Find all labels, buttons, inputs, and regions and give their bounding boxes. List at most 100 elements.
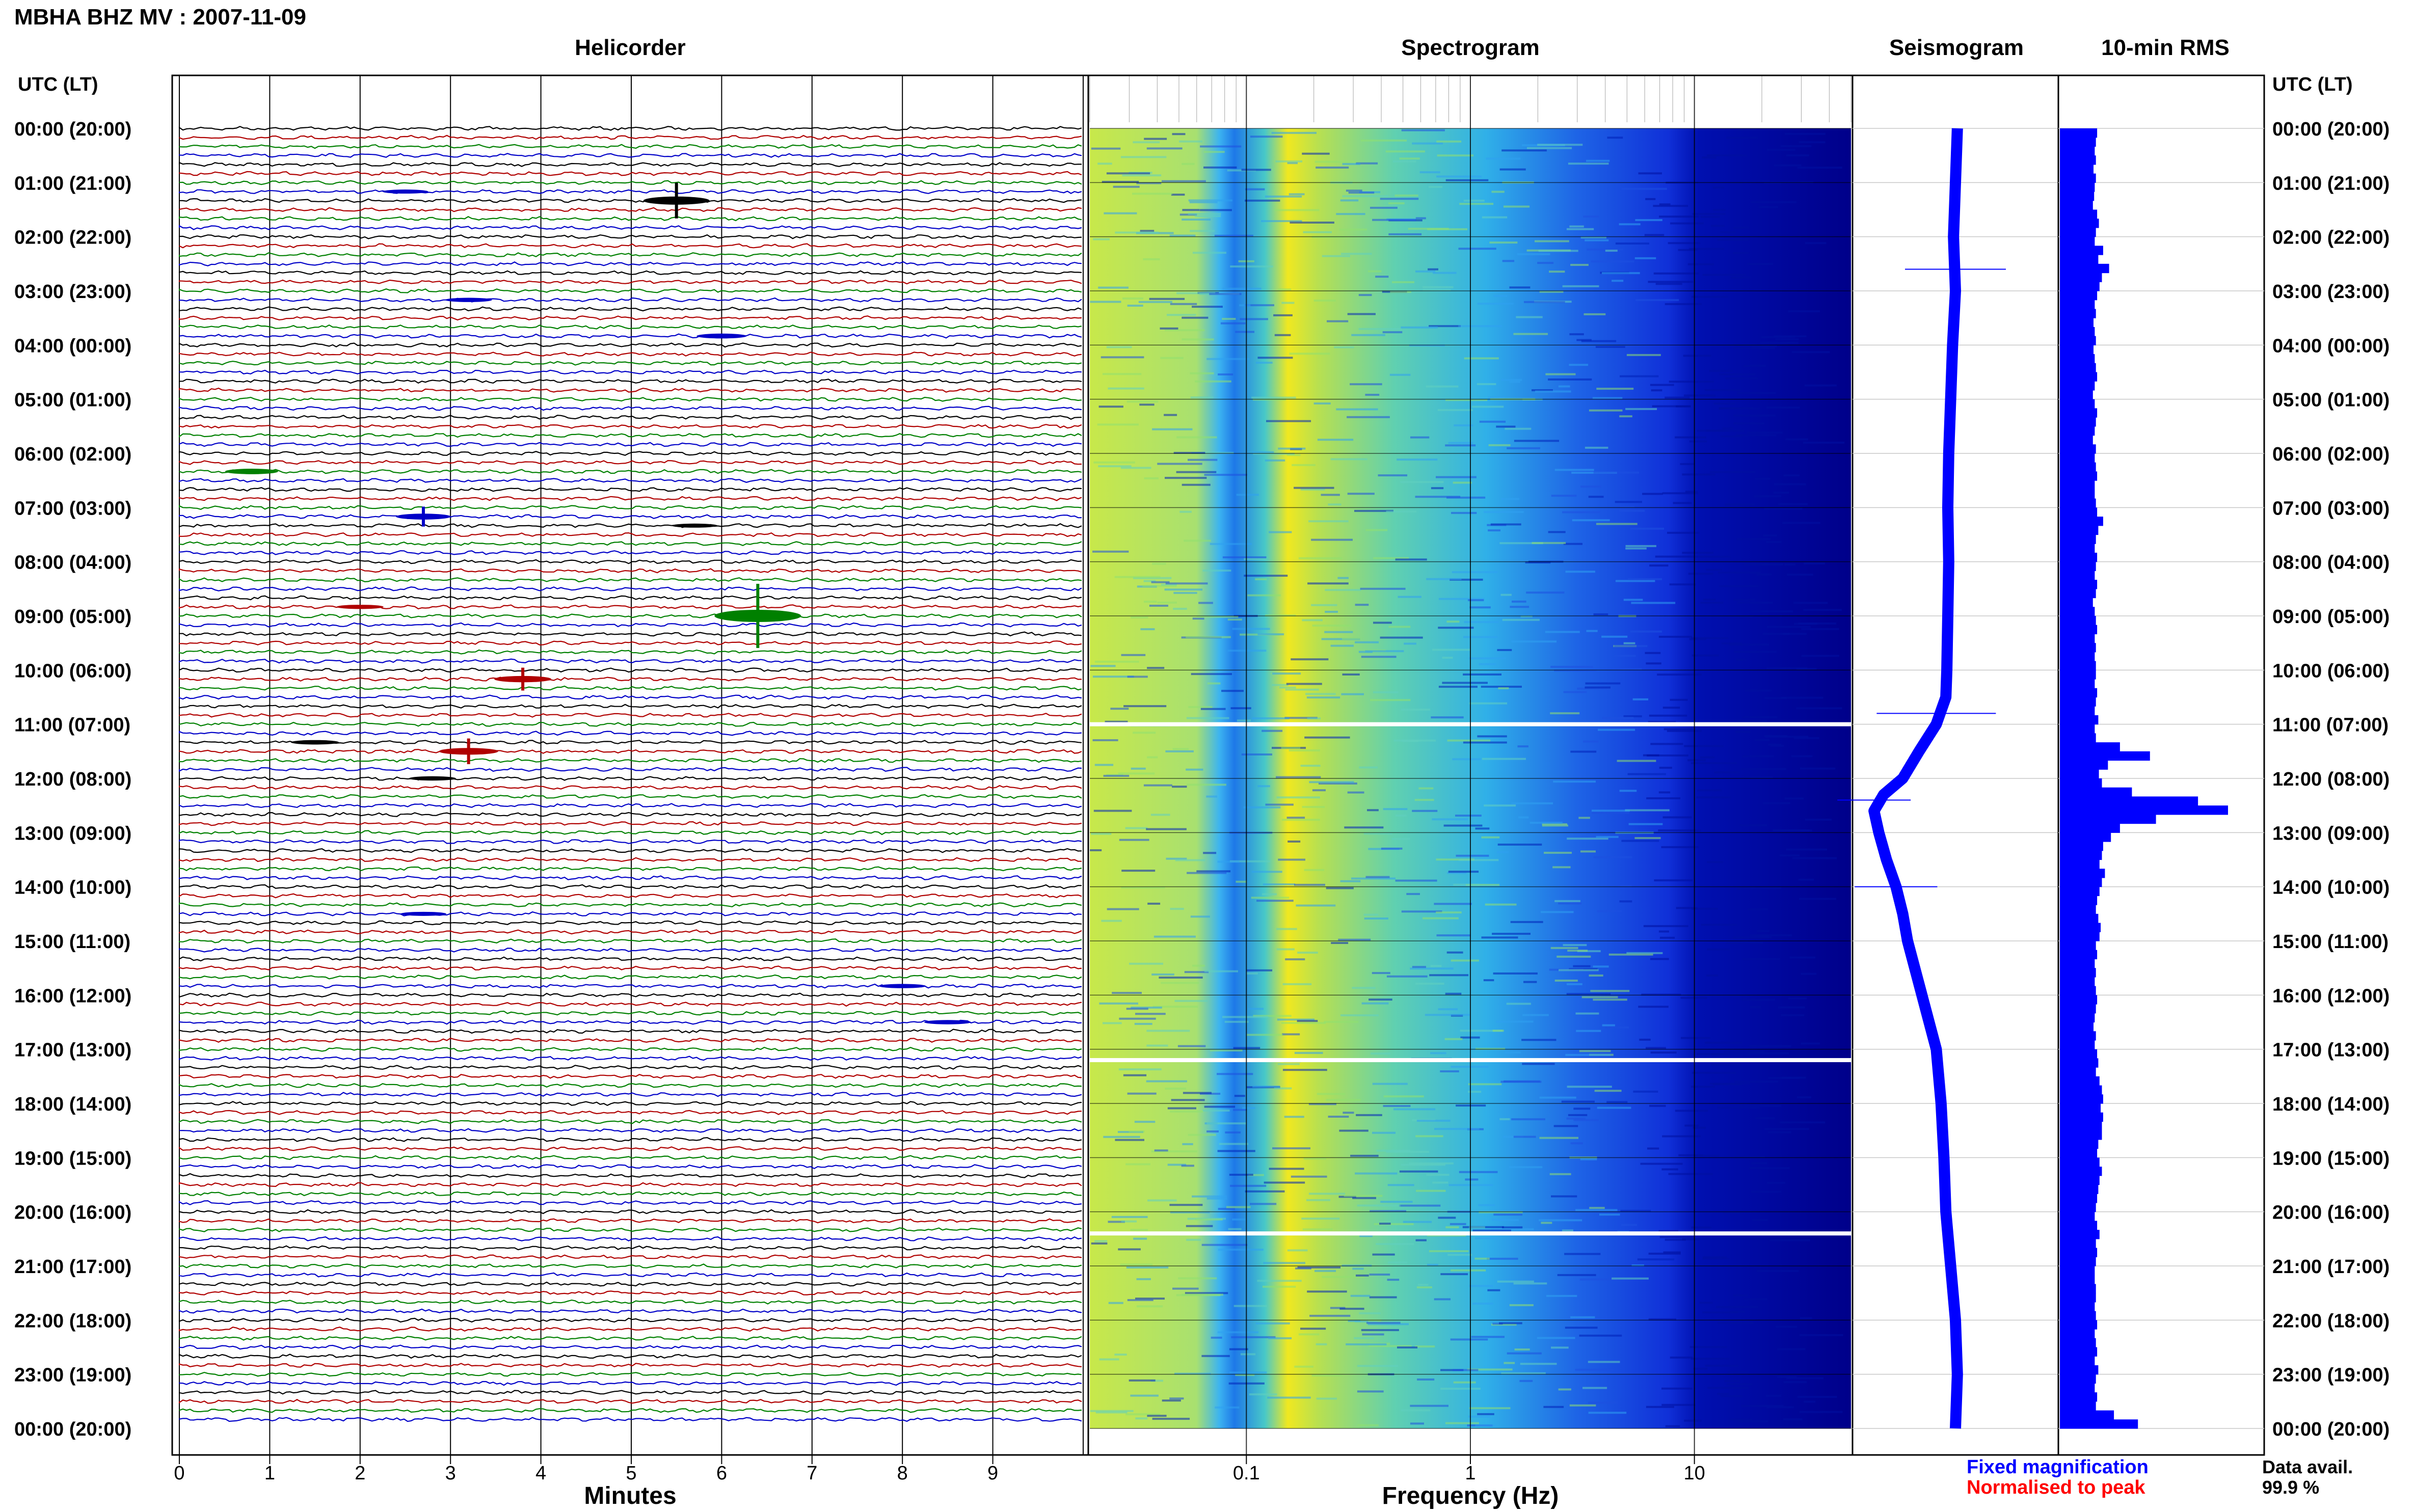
spectrogram-cell [1493,972,1538,975]
spectrogram-cell [1235,1374,1255,1376]
spectrogram-cell [1793,737,1819,739]
spectrogram-cell [1229,1371,1267,1374]
spectrogram-cell [1544,852,1572,854]
spectrogram-cell [1475,1047,1506,1050]
spectrogram-cell [1743,776,1773,779]
spectrogram-cell [1101,920,1122,922]
spectrogram-cell [1478,1204,1495,1206]
spectrogram-cell [1557,1274,1596,1276]
rms-bar [2060,869,2105,878]
time-label-right: 08:00 (04:00) [2272,552,2390,574]
spectrogram-cell [1182,1143,1193,1145]
rms-bar [2060,309,2096,318]
helicorder-trace [178,893,1082,899]
spectrogram-cell [1341,693,1364,695]
helicorder-trace [178,568,1082,574]
spectrogram-cell [1151,973,1174,976]
helicorder-trace [178,586,1082,591]
spectrogram-cell [1736,538,1771,541]
spectrogram-cell [1459,203,1494,205]
spectrogram-cell [1621,1224,1637,1226]
time-label-right: 00:00 (20:00) [2272,1419,2390,1440]
spectrogram-cell [1127,676,1148,678]
spectrogram-cell [1570,1142,1583,1145]
spectrogram-cell [1650,1051,1677,1054]
spectrogram-cell [1388,202,1405,205]
rms-bar [2060,724,2095,734]
spectrogram-cell [1507,1352,1542,1355]
spectrogram-cell [1098,406,1123,408]
spectrogram-cell [1707,861,1724,863]
spectrogram-cell [1381,847,1403,850]
spectrogram-cell [1206,1197,1227,1200]
spectrogram-cell [1691,1086,1715,1088]
spectrogram-cell [1463,199,1485,202]
spectrogram-cell [1543,1406,1564,1408]
spectrogram-cell [1316,1343,1327,1345]
spectrogram-cell [1582,1387,1607,1389]
right-axis-header: UTC (LT) [2272,74,2353,95]
spectrogram-cell [1713,402,1735,405]
spectrogram-cell [1659,767,1672,769]
spectrogram-cell [1118,772,1155,775]
spectrogram-cell [1707,154,1747,156]
helicorder-trace [178,1236,1082,1241]
spectrogram-cell [1297,952,1318,954]
time-label-left: 01:00 (21:00) [14,173,131,194]
spectrogram-cell [1788,997,1807,1000]
spectrogram-cell [1539,290,1564,293]
spectrogram-cell [1342,195,1388,198]
helicorder-trace [178,1218,1082,1224]
spectrogram-cell [1171,1099,1205,1101]
spectrogram-cell [1653,205,1688,207]
spectrogram-cell [1311,538,1353,541]
spectrogram-cell [1427,228,1468,230]
spectrogram-cell [1344,1195,1383,1197]
spectrogram-cell [1496,1020,1534,1023]
helicorder-trace [178,1390,1082,1395]
rms-bar [2060,1085,2102,1095]
spectrogram-cell [1652,405,1691,408]
rms-bar [2060,263,2109,274]
spectrogram-cell [1736,887,1781,889]
spectrogram-cell [1338,938,1371,941]
rms-bar [2060,1338,2096,1348]
spectrogram-cell [1799,1334,1843,1336]
spectrogram-cell [1442,682,1488,684]
spectrogram-cell [1459,1171,1498,1173]
spectrogram-cell [1509,381,1520,383]
helicorder-trace [178,785,1082,790]
spectrogram-cell [1236,494,1259,496]
spectrogram-cell [1655,555,1695,558]
spectrogram-cell [1781,696,1823,699]
spectrogram-cell [1434,1128,1480,1130]
spectrogram-cell [1550,666,1593,668]
spectrogram-cell [1586,159,1610,162]
spectrogram-cell [1742,716,1778,718]
spectrogram-cell [1218,373,1233,375]
spectrogram-cell [1262,730,1283,732]
spectrogram-cell [1234,1095,1245,1097]
spectrogram-cell [1662,492,1699,495]
spectrogram-cell [1801,973,1817,975]
spectrogram-cell [1778,1006,1805,1009]
spectrogram-cell [1352,1267,1364,1270]
spectrogram-cell [1143,601,1157,603]
spectrogram-cell [1215,1406,1240,1409]
rms-bar [2060,200,2093,210]
spectrogram-cell [1520,615,1533,617]
spectrogram-cell [1196,870,1231,873]
spectrogram-cell [1599,1213,1620,1216]
spectrogram-cell [1143,784,1172,787]
spectrogram-cell [1214,234,1253,237]
rms-bar [2060,173,2096,183]
spectrogram-cell [1751,345,1777,347]
spectrogram-cell [1434,1298,1451,1301]
spectrogram-cell [1339,1129,1369,1132]
rms-bar [2060,778,2102,788]
rms-bar [2060,155,2096,165]
spectrogram-cell [1497,843,1542,846]
helicorder-trace [178,134,1082,140]
helicorder-trace [178,821,1082,826]
spectrogram-cell [1605,250,1618,252]
